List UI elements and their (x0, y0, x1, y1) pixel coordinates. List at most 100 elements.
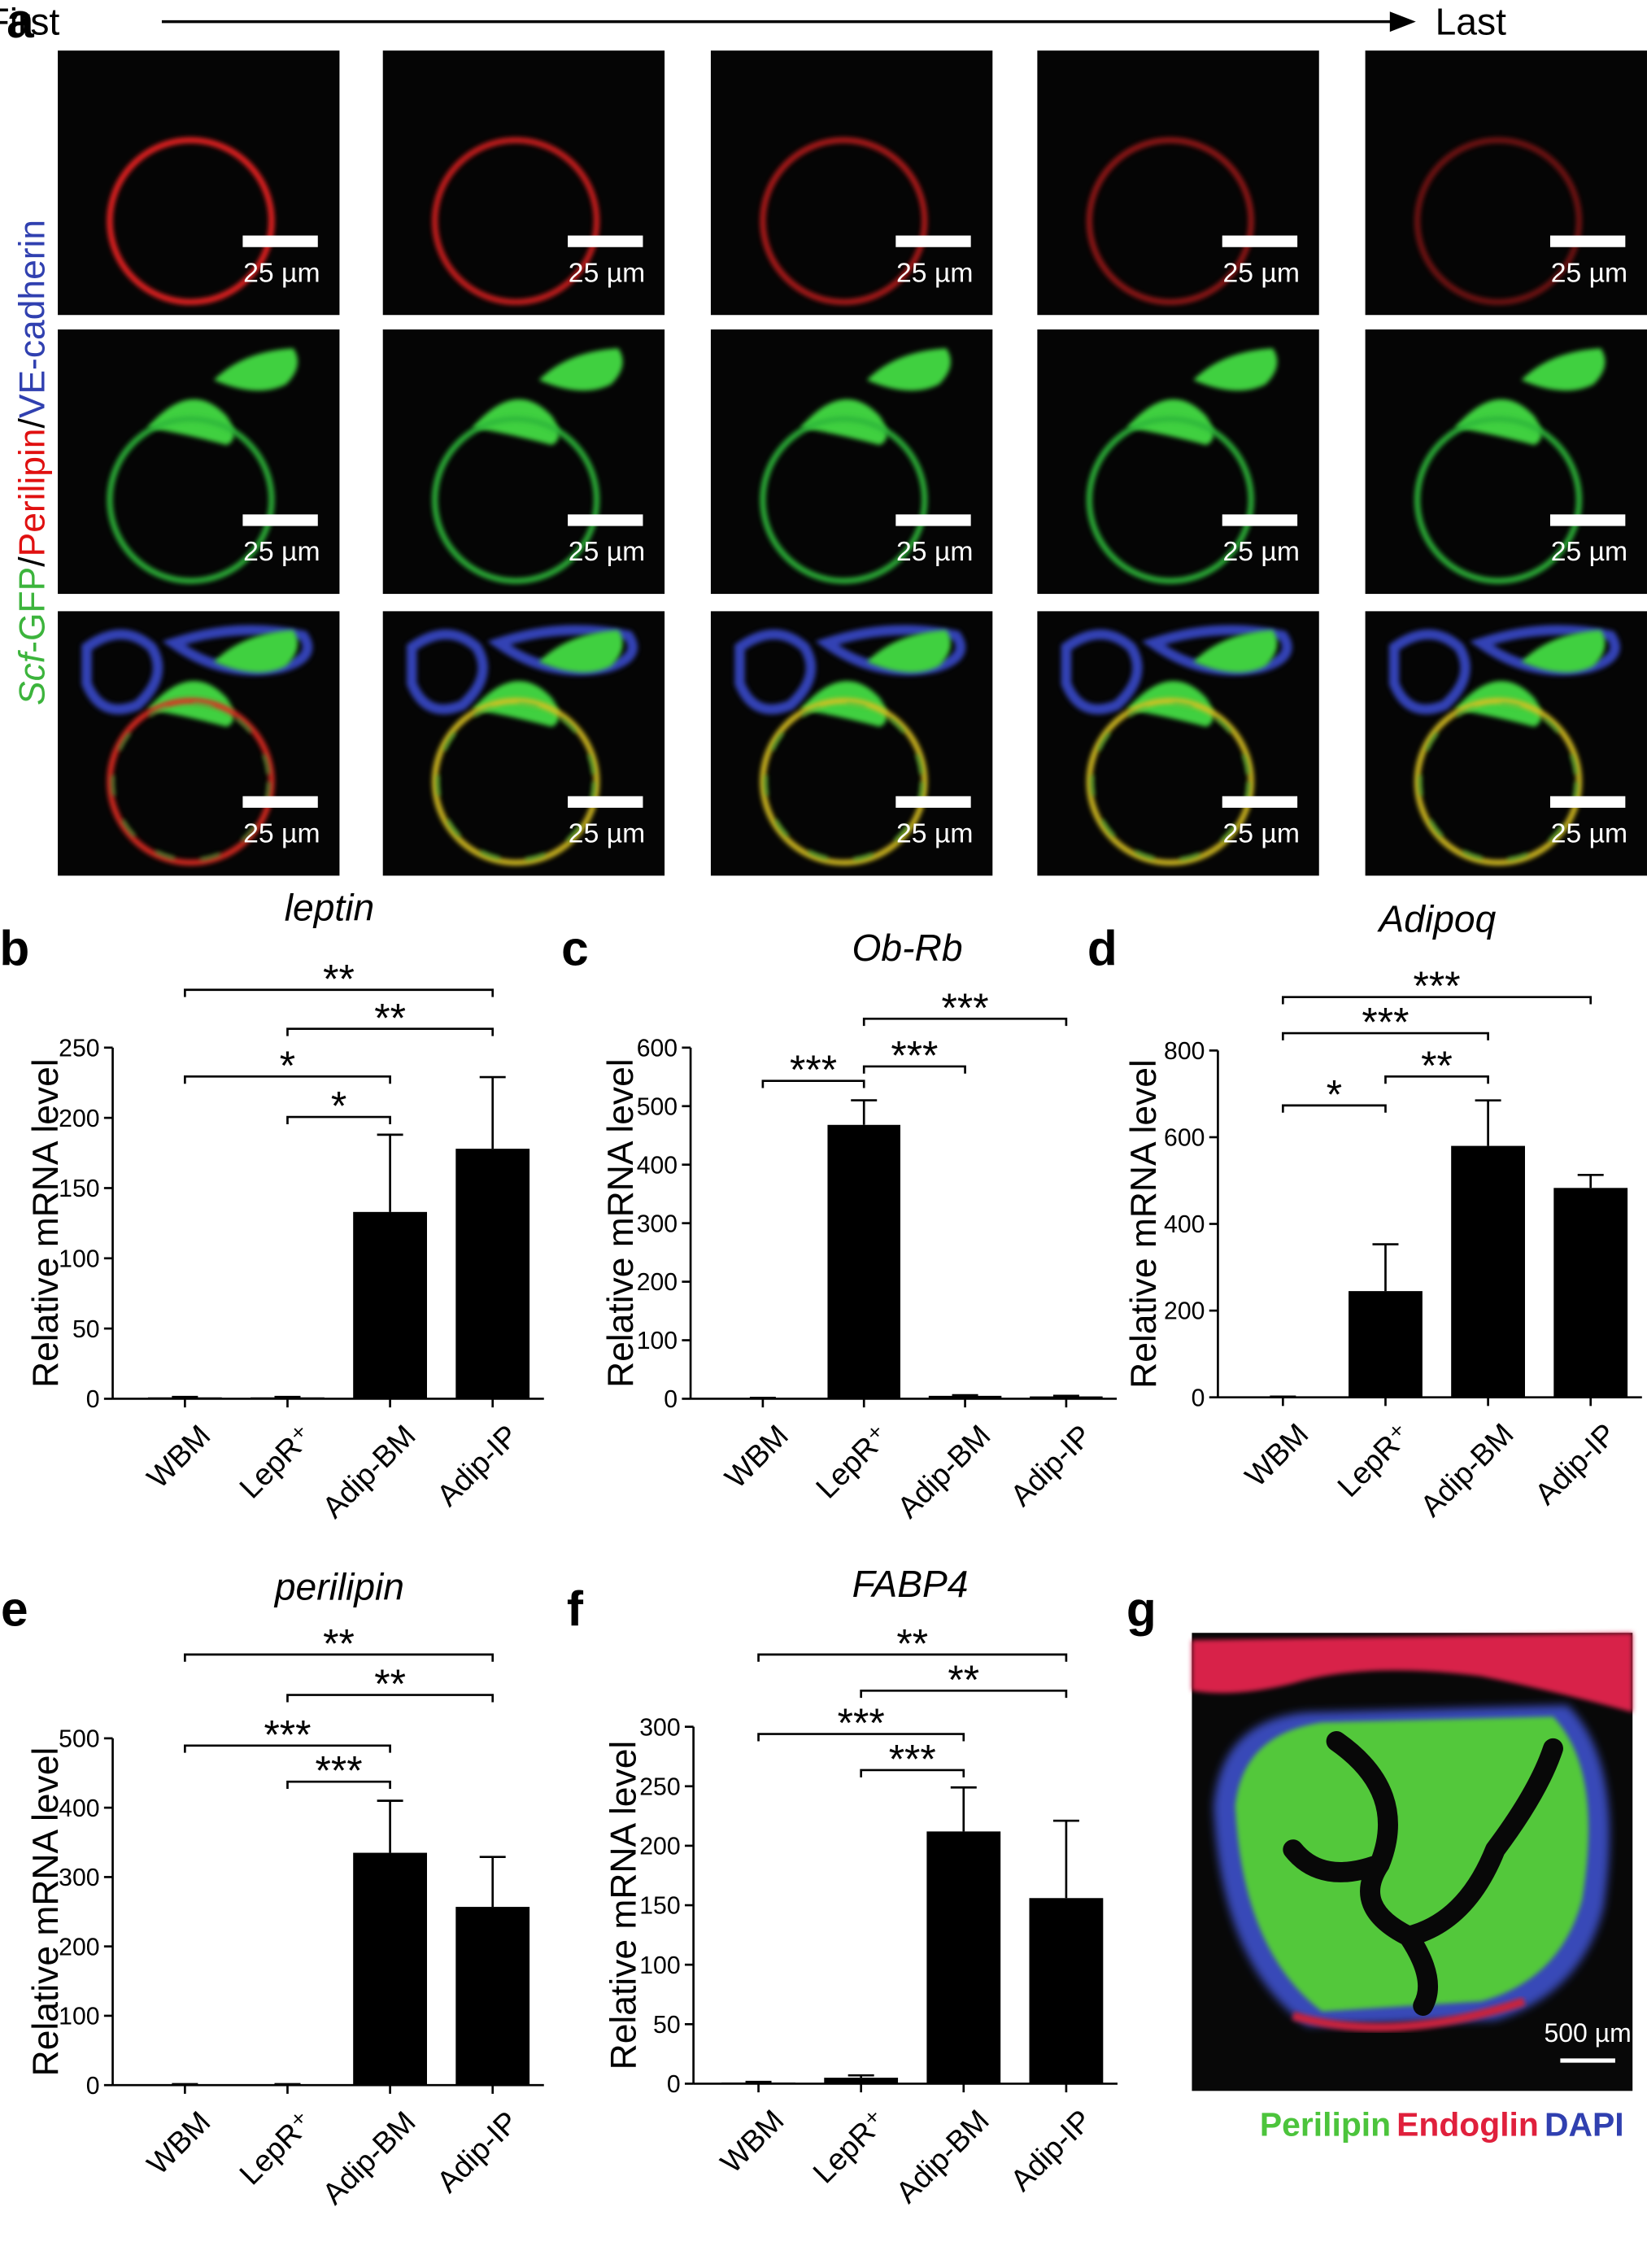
cell-ring (432, 416, 600, 584)
significance-label: *** (891, 1032, 938, 1078)
gfp-cap (472, 399, 560, 446)
significance-bracket (757, 1653, 1068, 1662)
bar (926, 1831, 1001, 2084)
significance-label: * (280, 1043, 295, 1088)
chart-title: FABP4 (852, 1563, 969, 1605)
micrograph: 25 µm (710, 329, 993, 595)
significance-label: ** (323, 1620, 355, 1666)
panel-letter: g (1126, 1581, 1157, 1636)
micrograph: 25 µm (382, 50, 665, 316)
scale-bar-label: 25 µm (243, 818, 320, 849)
x-tick-label: Adip-IP (1528, 1416, 1623, 1511)
gfp-blob (1193, 630, 1278, 673)
y-tick-label: 200 (639, 1834, 680, 1860)
y-tick-label: 150 (639, 1893, 680, 1920)
significance-label: *** (838, 1700, 885, 1746)
chart-title: leptin (285, 887, 374, 929)
scale-bar (895, 235, 971, 247)
y-tick-label: 500 (637, 1093, 678, 1120)
significance-bracket (1282, 1032, 1489, 1040)
channel-part: / (12, 418, 52, 429)
scale-bar-label: 25 µm (1551, 818, 1627, 849)
scale-bar (1222, 514, 1298, 526)
legend-entry: Perilipin (1260, 2106, 1391, 2144)
x-tick-label: LepR⁺ (233, 2104, 320, 2192)
x-tick-label: Adip-BM (316, 2104, 422, 2211)
gfp-cap (147, 399, 234, 446)
scale-bar-label: 25 µm (569, 257, 645, 288)
error-bar (479, 1075, 506, 1149)
bar (455, 1149, 530, 1399)
bar (1553, 1188, 1628, 1398)
y-tick-label: 200 (1164, 1298, 1205, 1325)
y-tick-label: 0 (86, 1386, 100, 1413)
significance-label: * (1327, 1071, 1342, 1117)
cell-ring (760, 416, 928, 584)
significance-label: ** (896, 1620, 928, 1666)
gfp-cap (147, 681, 234, 727)
bar (928, 1395, 1002, 1399)
y-tick-label: 250 (639, 1773, 680, 1800)
legend-entry: DAPI (1545, 2106, 1624, 2144)
error-bar (1372, 1243, 1399, 1292)
bar (824, 2078, 899, 2084)
x-tick-label: Adip-BM (316, 1418, 422, 1524)
y-tick-label: 400 (637, 1152, 678, 1179)
y-axis-label: Relative mRNA level (26, 1747, 66, 2077)
micrograph: 25 µm (1365, 50, 1647, 316)
significance-bracket (862, 1065, 966, 1074)
error-bar (274, 1395, 301, 1398)
y-tick-label: 800 (1164, 1038, 1205, 1065)
y-tick-label: 0 (1192, 1385, 1205, 1411)
channel-part: VE-cadherin (12, 220, 52, 418)
start-label: First (0, 1, 59, 43)
micrograph-bg (1365, 50, 1647, 316)
gfp-blob (866, 348, 951, 391)
significance-label: ** (323, 956, 355, 1001)
significance-bracket (1282, 996, 1593, 1005)
cell-ring (760, 697, 928, 866)
y-tick-label: 100 (637, 1328, 678, 1354)
channel-part: -GFP (12, 567, 52, 653)
scale-bar (1549, 235, 1626, 247)
y-tick-label: 400 (59, 1795, 99, 1822)
x-tick-label: Adip-IP (1004, 2103, 1098, 2197)
scale-bar-label: 25 µm (1222, 818, 1299, 849)
gfp-blob (1193, 348, 1278, 391)
bar (251, 1397, 325, 1399)
y-tick-label: 0 (664, 1386, 678, 1413)
channel-part: / (12, 556, 52, 567)
end-label: Last (1436, 1, 1506, 43)
micrograph: 25 µm (1365, 611, 1647, 876)
cell-ring (760, 137, 928, 305)
error-bar (1577, 1173, 1604, 1189)
error-bar (1052, 1394, 1079, 1398)
significance-bracket (184, 988, 495, 997)
vessel-stain (1061, 625, 1292, 715)
scale-bar-label: 25 µm (569, 818, 645, 849)
y-tick-label: 0 (667, 2071, 681, 2098)
chart-title: Ob-Rb (852, 927, 963, 969)
cell-ring (1086, 416, 1254, 584)
y-tick-label: 200 (59, 1106, 99, 1132)
scale-bar (568, 796, 643, 808)
tissue-image: 500 µm (1192, 1633, 1633, 2091)
significance-bracket (860, 1689, 1068, 1699)
error-bar (172, 1395, 198, 1398)
micrograph: 25 µm (382, 329, 665, 595)
significance-bracket (862, 1017, 1068, 1027)
cell-ring (432, 137, 600, 305)
bar (147, 1397, 222, 1399)
y-tick-label: 100 (59, 1245, 99, 1272)
y-tick-label: 0 (86, 2073, 100, 2100)
scale-bar (242, 796, 318, 808)
gfp-cap (1454, 399, 1542, 446)
significance-label: * (331, 1084, 346, 1129)
y-tick-label: 200 (59, 1934, 99, 1961)
legend-entry: Endoglin (1396, 2106, 1539, 2144)
significance-label: *** (790, 1047, 837, 1093)
y-tick-label: 50 (72, 1316, 100, 1343)
gfp-cap (1126, 399, 1214, 446)
significance-bracket (1282, 1104, 1387, 1113)
panel-letter: d (1087, 921, 1118, 976)
